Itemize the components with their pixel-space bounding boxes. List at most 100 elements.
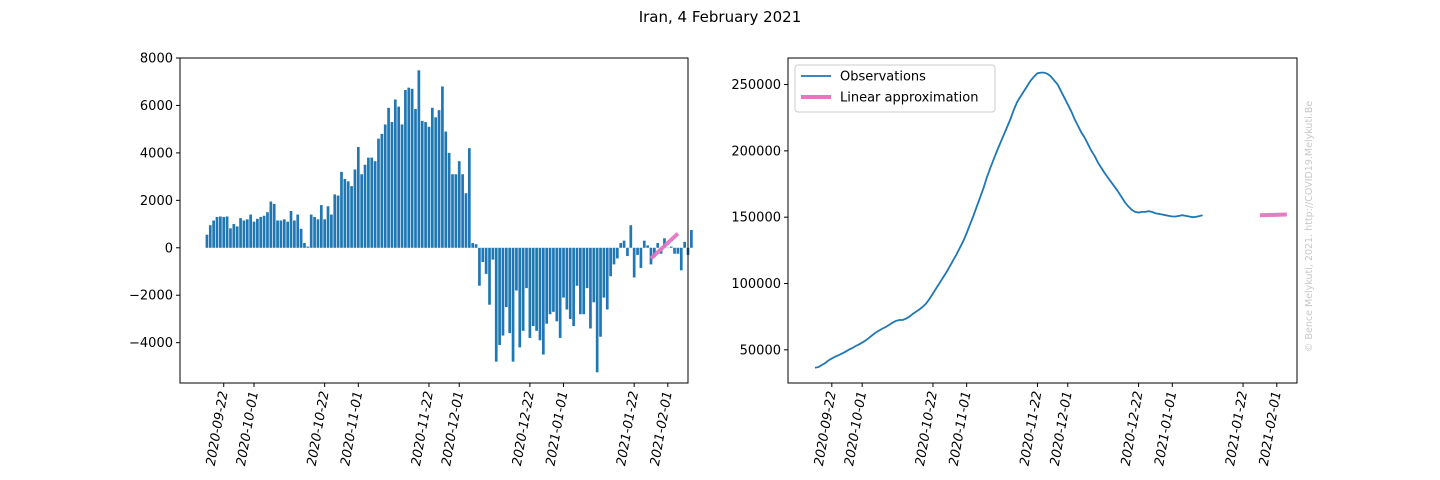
- bar: [333, 194, 337, 248]
- approximation-series: [649, 232, 680, 260]
- bar: [387, 107, 390, 248]
- bar: [592, 247, 596, 303]
- bar: [646, 245, 649, 248]
- bar: [636, 247, 639, 255]
- bar: [562, 247, 565, 298]
- bar: [521, 247, 525, 331]
- bar: [262, 215, 266, 248]
- bar: [508, 247, 512, 334]
- bar: [535, 247, 538, 331]
- bar: [548, 247, 552, 315]
- bar: [245, 219, 249, 248]
- y-tick-label: 150000: [731, 211, 781, 226]
- bar: [602, 247, 606, 298]
- x-tick-label: 2020-10-01: [234, 390, 262, 467]
- x-tick-label: 2020-10-01: [842, 390, 870, 467]
- bar: [293, 220, 296, 248]
- bar: [622, 240, 626, 248]
- bar: [565, 247, 569, 310]
- bar: [299, 228, 303, 248]
- bar: [296, 214, 300, 248]
- observations-chart: 50000 100000 150000 200000 250000 2020-09-22…: [731, 57, 1298, 467]
- bar: [437, 110, 441, 248]
- bar: [690, 229, 693, 248]
- bar: [626, 247, 629, 257]
- bar: [404, 90, 407, 248]
- bar: [242, 220, 246, 248]
- bar: [414, 109, 417, 248]
- bar: [494, 247, 498, 362]
- bar: [208, 225, 212, 248]
- figure-title: Iran, 4 February 2021: [639, 8, 802, 26]
- approximation-line: [649, 232, 680, 260]
- bar: [390, 122, 394, 248]
- bar: [373, 161, 377, 248]
- bar: [350, 186, 353, 248]
- bar: [353, 169, 357, 248]
- bar: [525, 247, 528, 289]
- bar: [457, 161, 461, 248]
- bar: [683, 241, 686, 248]
- bar: [504, 247, 508, 308]
- bar: [491, 247, 495, 260]
- bar: [252, 221, 256, 248]
- bar: [488, 247, 491, 305]
- bar: [356, 146, 360, 248]
- bar: [528, 247, 532, 338]
- y-tick-label: 250000: [731, 78, 781, 93]
- bar: [612, 247, 616, 265]
- bar: [367, 157, 370, 248]
- bar: [578, 247, 582, 315]
- bar: [272, 203, 276, 248]
- bar: [279, 220, 283, 248]
- x-tick-label: 2021-01-01: [1152, 390, 1180, 467]
- bar: [407, 87, 411, 248]
- bar: [642, 240, 646, 248]
- bar: [363, 164, 367, 248]
- bar: [531, 247, 535, 327]
- bar: [609, 247, 612, 277]
- y-tick-label: −2000: [129, 289, 173, 304]
- bar: [454, 174, 458, 248]
- x-tick-label: 2021-01-01: [544, 390, 572, 467]
- watermark: © Bence Melykuti, 2021. http://COVID19.M…: [1304, 101, 1315, 352]
- bar: [616, 247, 619, 259]
- x-tick-label: 2021-01-22: [1223, 390, 1251, 467]
- bar: [663, 238, 666, 248]
- x-axis: 2020-09-22 2020-10-01 2020-10-22 2020-11-01…: [204, 383, 676, 467]
- y-tick-label: 6000: [140, 99, 173, 114]
- legend-observations-label: Observations: [840, 70, 926, 85]
- bar: [306, 246, 310, 248]
- x-tick-label: 2020-12-22: [1119, 390, 1147, 467]
- x-axis: 2020-09-22 2020-10-01 2020-10-22 2020-11-01…: [812, 383, 1285, 467]
- bar: [249, 214, 252, 248]
- bar: [343, 178, 347, 248]
- bar: [286, 221, 290, 248]
- bar: [326, 206, 330, 248]
- bar: [276, 220, 279, 248]
- bar: [219, 216, 222, 248]
- bar: [330, 214, 333, 248]
- bar: [434, 117, 438, 248]
- bar: [266, 212, 269, 248]
- y-tick-label: 0: [165, 241, 173, 256]
- bar: [360, 174, 364, 248]
- bar: [518, 247, 522, 348]
- bar: [212, 220, 215, 248]
- bar: [582, 247, 586, 315]
- legend: Observations Linear approximation: [794, 64, 996, 113]
- bar: [585, 247, 589, 289]
- y-tick-label: 4000: [140, 146, 173, 161]
- bar: [232, 224, 236, 248]
- bar: [669, 246, 673, 248]
- bar: [471, 243, 475, 248]
- bar: [572, 247, 575, 327]
- bar: [205, 234, 209, 248]
- bar: [629, 225, 633, 248]
- y-tick-label: 100000: [731, 277, 781, 292]
- bar: [511, 247, 515, 362]
- x-tick-label: 2020-12-22: [510, 390, 538, 467]
- bar: [259, 216, 263, 248]
- bar: [619, 243, 623, 248]
- approximation-series: [1259, 212, 1287, 218]
